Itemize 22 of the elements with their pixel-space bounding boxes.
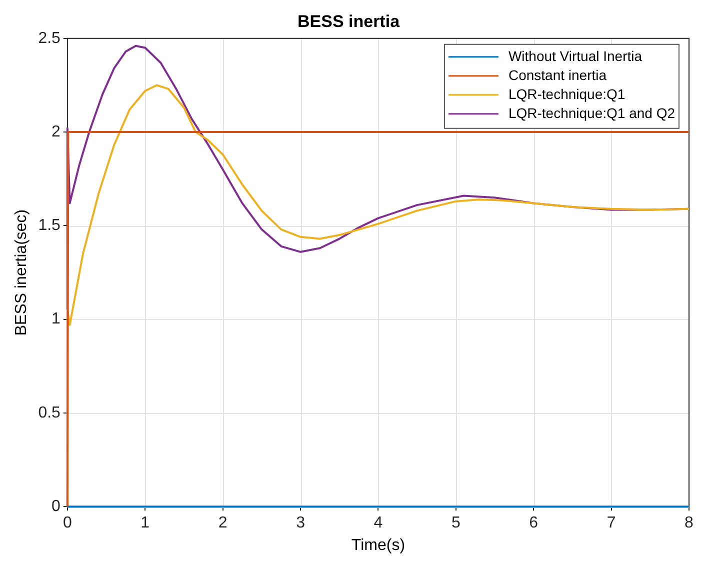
- x-tick-label: 6: [529, 514, 538, 532]
- y-tick-label: 2: [52, 123, 61, 140]
- x-tick-label: 7: [606, 514, 616, 532]
- y-tick-label: 0.5: [38, 404, 61, 422]
- x-tick-label: 2: [218, 514, 228, 532]
- y-tick-label: 1.5: [38, 217, 61, 234]
- legend-label: LQR-technique:Q1: [508, 86, 626, 102]
- x-tick-label: 1: [140, 514, 150, 532]
- x-tick-label: 0: [62, 514, 72, 532]
- y-tick-label: 0: [52, 498, 61, 516]
- x-axis-title: Time(s): [351, 536, 406, 554]
- y-tick-label: 1: [52, 310, 61, 328]
- chart-title: BESS inertia: [297, 12, 400, 31]
- legend-label: LQR-technique:Q1 and Q2: [508, 104, 676, 121]
- legend-label: Constant inertia: [508, 66, 607, 83]
- x-tick-label: 4: [374, 514, 383, 532]
- x-tick-label: 8: [684, 514, 694, 532]
- x-tick-label: 5: [451, 514, 460, 532]
- legend-label: Without Virtual Inertia: [508, 48, 642, 64]
- x-tick-label: 3: [296, 514, 306, 532]
- y-tick-label: 2.5: [38, 30, 61, 47]
- y-axis-title: BESS inertia(sec): [13, 209, 30, 336]
